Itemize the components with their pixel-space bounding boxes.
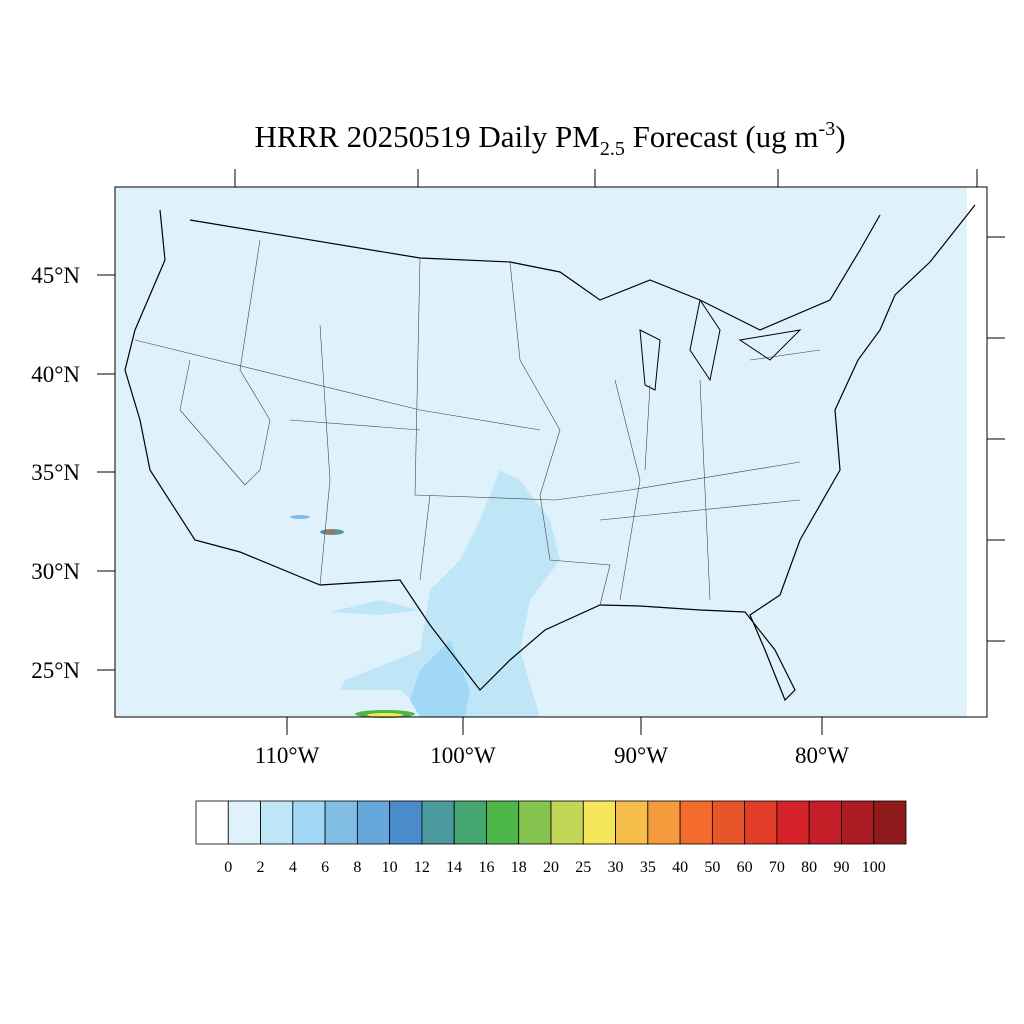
graticule-ticks [97, 169, 1005, 735]
colorbar-label: 14 [446, 859, 462, 876]
hotspot [367, 713, 403, 717]
colorbar-box [550, 800, 584, 845]
colorbar-box [647, 800, 681, 845]
colorbar-label: 70 [769, 859, 785, 876]
colorbar-box [227, 800, 261, 845]
colorbar-label: 40 [672, 859, 688, 876]
colorbar-label: 0 [224, 859, 232, 876]
title-sup: -3 [819, 118, 836, 140]
lat-label: 25°N [31, 658, 80, 683]
colorbar-label: 50 [704, 859, 720, 876]
colorbar-box [421, 800, 455, 845]
lon-label: 100°W [430, 743, 496, 768]
map-edge [967, 187, 987, 717]
colorbar-box [582, 800, 616, 845]
colorbar-label: 8 [353, 859, 361, 876]
colorbar-box [776, 800, 810, 845]
colorbar-label: 30 [608, 859, 624, 876]
colorbar-label: 10 [382, 859, 398, 876]
colorbar-box [324, 800, 358, 845]
hotspot [325, 530, 335, 534]
colorbar-label: 16 [478, 859, 494, 876]
great-lakes [639, 298, 802, 391]
plume [410, 640, 470, 717]
colorbar-box [873, 800, 907, 845]
colorbar-label: 18 [511, 859, 527, 876]
plume [330, 600, 420, 615]
map-background [115, 187, 987, 717]
lon-label: 110°W [255, 743, 320, 768]
map [97, 169, 1005, 735]
colorbar-box [518, 800, 552, 845]
colorbar-box [615, 800, 649, 845]
colorbar-box [744, 800, 778, 845]
lon-label: 90°W [614, 743, 668, 768]
colorbar-box [841, 800, 875, 845]
title-sub: 2.5 [600, 138, 625, 160]
colorbar-label: 60 [737, 859, 753, 876]
colorbar-label: 100 [862, 859, 886, 876]
lat-label: 45°N [31, 263, 80, 288]
lat-label: 40°N [31, 362, 80, 387]
colorbar-label: 12 [414, 859, 430, 876]
colorbar-box [260, 800, 294, 845]
colorbar-box [679, 800, 713, 845]
colorbar-box [356, 800, 391, 845]
colorbar-label: 2 [257, 859, 265, 876]
colorbar-label: 35 [640, 859, 656, 876]
colorbar-box [292, 800, 326, 845]
colorbar-box [195, 800, 229, 845]
colorbar: 0 2 4 6 8 10 12 14 16 18 20 25 30 35 40 50 60 70 80 90 100 [195, 800, 907, 876]
colorbar-label: 6 [321, 859, 329, 876]
colorbar-box [808, 800, 842, 845]
plume [340, 470, 560, 717]
lon-label: 80°W [795, 743, 849, 768]
title-main: HRRR 20250519 Daily PM [254, 119, 599, 154]
title-rest: Forecast (ug m [625, 119, 819, 154]
colorbar-label: 4 [289, 859, 297, 876]
colorbar-label: 90 [833, 859, 849, 876]
colorbar-box [711, 800, 746, 845]
lat-label: 30°N [31, 559, 80, 584]
title-end: ) [835, 119, 845, 154]
colorbar-label: 20 [543, 859, 559, 876]
colorbar-box [389, 800, 423, 845]
colorbar-label: 80 [801, 859, 817, 876]
title: HRRR 20250519 Daily PM2.5 Forecast (ug m… [254, 118, 845, 160]
coastline [124, 204, 976, 702]
colorbar-box [486, 800, 520, 845]
state-borders [134, 239, 821, 606]
colorbar-label: 25 [575, 859, 591, 876]
hotspot [290, 515, 310, 519]
colorbar-box [453, 800, 487, 845]
lat-label: 35°N [31, 460, 80, 485]
map-frame [114, 186, 988, 718]
